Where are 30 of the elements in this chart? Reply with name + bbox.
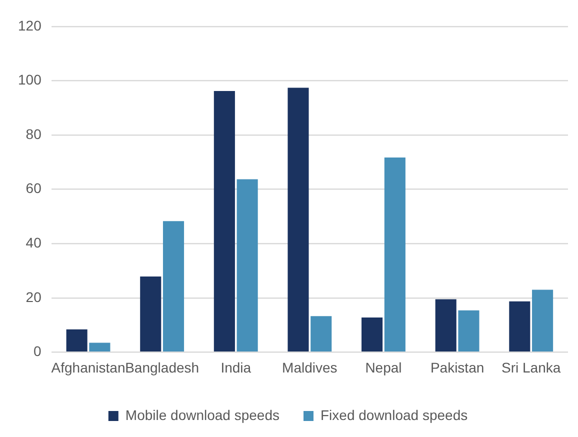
bar	[310, 316, 332, 352]
bar	[458, 310, 480, 352]
y-tick-label: 20	[26, 288, 42, 305]
y-tick-label: 80	[26, 126, 42, 142]
bar	[162, 221, 184, 352]
bar	[89, 342, 110, 352]
bar	[384, 158, 406, 352]
y-tick-label: 100	[18, 72, 42, 88]
x-tick-label: Bangladesh	[125, 359, 200, 376]
bar	[236, 179, 258, 352]
legend-label: Fixed download speeds	[320, 406, 468, 423]
bar	[509, 301, 530, 352]
x-tick-label: Sri Lanka	[502, 359, 561, 376]
y-tick-label: 40	[26, 234, 42, 250]
bar	[214, 91, 235, 352]
bar	[435, 299, 456, 352]
x-tick-label: India	[220, 359, 252, 376]
x-tick-label: Pakistan	[430, 359, 484, 376]
y-tick-label: 0	[34, 343, 42, 360]
bar	[532, 290, 554, 352]
y-tick-label: 120	[18, 17, 42, 34]
x-tick-label: Maldives	[282, 359, 338, 376]
bar	[140, 276, 162, 352]
y-tick-label: 60	[26, 180, 42, 196]
x-tick-label: Afghanistan	[51, 359, 126, 376]
bar	[288, 88, 309, 352]
legend-label: Mobile download speeds	[125, 406, 280, 423]
x-tick-label: Nepal	[365, 359, 402, 376]
bar	[362, 317, 383, 352]
bar	[66, 329, 88, 352]
